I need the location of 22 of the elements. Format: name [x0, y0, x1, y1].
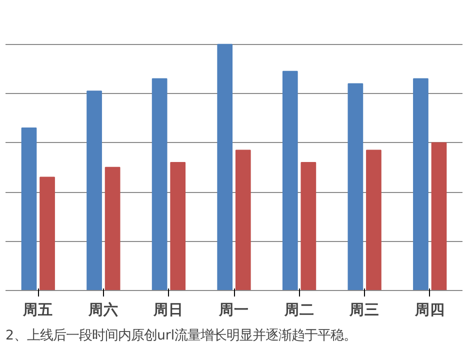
x-tick-label: 周二 — [283, 302, 314, 318]
bar — [300, 162, 316, 290]
bar — [431, 142, 447, 290]
x-tick-label: 周一 — [218, 302, 249, 318]
bar — [170, 162, 186, 290]
bar — [348, 83, 364, 290]
bar — [217, 44, 233, 290]
x-tick-label: 周六 — [87, 300, 118, 318]
bar — [104, 166, 120, 290]
x-tick-label: 周五 — [22, 302, 54, 318]
bar — [282, 70, 298, 290]
x-tick-label: 周日 — [152, 302, 184, 318]
x-tick-label: 周四 — [414, 302, 445, 318]
bar — [86, 90, 102, 290]
bar — [21, 128, 37, 290]
text: 2、上线后一段时间内原创url流量增长明显并逐渐趋于平稳。 — [6, 328, 357, 344]
bar — [40, 176, 55, 290]
x-tick-label: 周三 — [348, 302, 380, 318]
bar — [235, 150, 251, 290]
bar — [413, 78, 428, 290]
bar — [366, 150, 382, 290]
bar — [152, 78, 168, 290]
